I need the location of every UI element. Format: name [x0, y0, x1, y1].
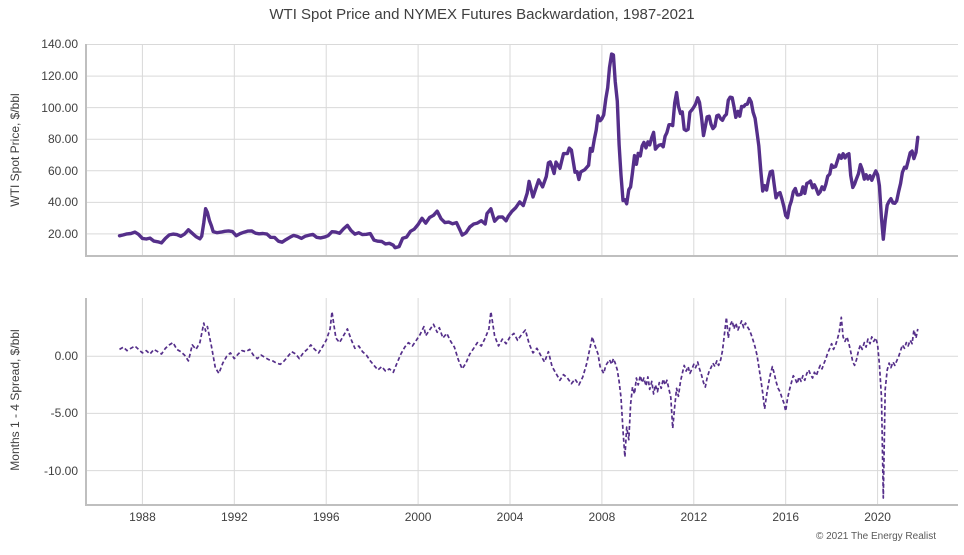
y-tick-label: 20.00 — [47, 226, 78, 241]
x-tick-label: 2012 — [680, 510, 708, 524]
wti-spot-price-plot — [85, 44, 958, 257]
x-tick-label: 1988 — [129, 510, 156, 524]
spread-line — [119, 310, 919, 499]
axis-lines — [85, 44, 958, 257]
x-tick-label: 1996 — [312, 510, 340, 524]
x-tick-label: 2016 — [772, 510, 800, 524]
x-tick-label: 2000 — [404, 510, 432, 524]
months-1-4-spread-plot — [85, 298, 958, 506]
x-tick-label: 2008 — [588, 510, 616, 524]
y-tick-label: -10.00 — [43, 463, 78, 478]
x-tick-label: 2004 — [496, 510, 524, 524]
gridlines — [85, 298, 958, 506]
axis-lines — [85, 298, 958, 506]
y-tick-label: 40.00 — [47, 195, 78, 210]
y-tick-label: 60.00 — [47, 163, 78, 178]
y-tick-label: 80.00 — [47, 132, 78, 147]
copyright-note: © 2021 The Energy Realist — [815, 531, 936, 542]
x-tick-label: 1992 — [220, 510, 248, 524]
x-tick-label: 2020 — [864, 510, 891, 524]
gridlines — [85, 44, 958, 257]
y-tick-label: -5.00 — [50, 406, 78, 421]
chart-title: WTI Spot Price and NYMEX Futures Backwar… — [269, 6, 695, 23]
y-tick-label: 120.00 — [41, 69, 78, 84]
wti-spot-price-line — [117, 52, 920, 250]
y-tick-label: 0.00 — [54, 349, 78, 364]
y-tick-label: 140.00 — [41, 37, 78, 52]
y-tick-label: 100.00 — [41, 100, 78, 115]
